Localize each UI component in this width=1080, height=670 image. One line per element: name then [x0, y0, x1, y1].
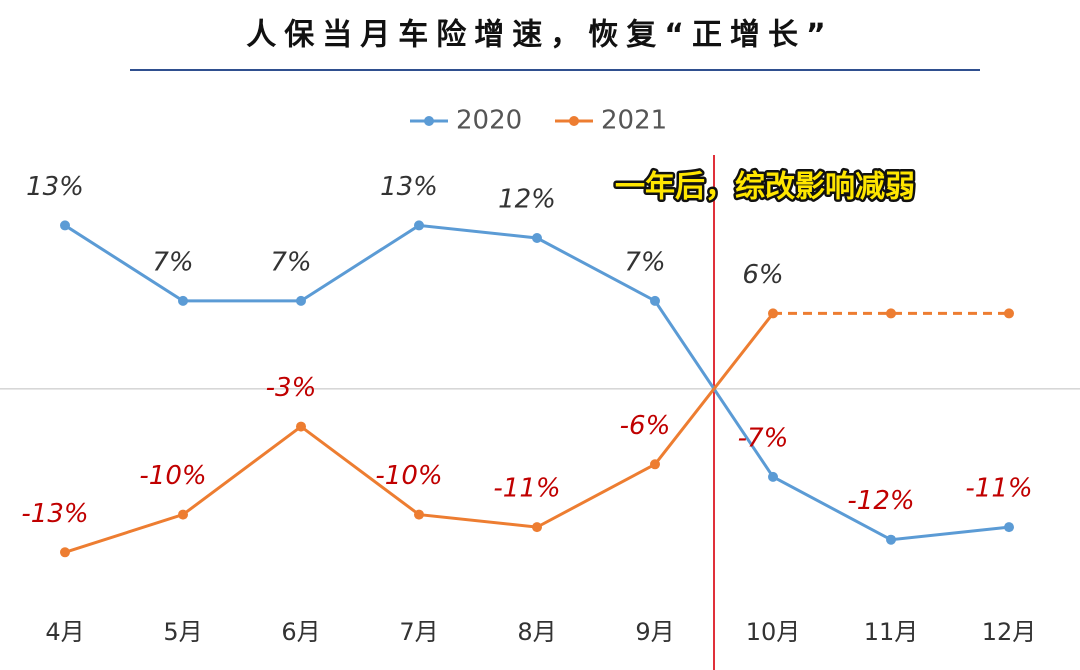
- data-point: [650, 459, 660, 470]
- data-label: -12%: [847, 486, 914, 516]
- data-label: 13%: [26, 172, 84, 202]
- x-tick-label: 9月: [635, 618, 674, 646]
- legend-label: 2021: [601, 106, 667, 136]
- annotation: 一年后，综改影响减弱: [615, 170, 915, 205]
- data-point: [532, 233, 542, 243]
- data-label: 6%: [742, 260, 783, 290]
- data-label: -13%: [21, 499, 88, 529]
- data-label: 12%: [498, 185, 556, 215]
- data-label: 7%: [270, 247, 311, 277]
- data-point: [886, 308, 896, 319]
- data-label: 7%: [152, 247, 193, 277]
- x-tick-label: 8月: [517, 618, 556, 646]
- data-point: [60, 547, 70, 558]
- data-point: [178, 509, 188, 520]
- data-point: [886, 534, 896, 545]
- data-label: -11%: [965, 474, 1032, 504]
- data-point: [296, 295, 306, 306]
- legend-marker: [569, 116, 579, 126]
- data-point: [650, 295, 660, 306]
- data-label: 13%: [380, 172, 438, 202]
- data-label: -6%: [620, 411, 671, 441]
- data-point: [60, 220, 70, 231]
- data-label: -10%: [139, 461, 206, 491]
- data-point: [414, 509, 424, 520]
- data-point: [1004, 308, 1014, 319]
- data-point: [414, 220, 424, 231]
- data-label: -10%: [375, 461, 442, 491]
- data-point: [768, 308, 778, 319]
- data-label: -11%: [493, 474, 560, 504]
- data-label: -3%: [266, 373, 317, 403]
- chart-title: 人保当月车险增速，恢复“正增长”: [246, 18, 833, 53]
- x-tick-label: 10月: [746, 618, 801, 646]
- legend-label: 2020: [456, 106, 522, 136]
- x-tick-label: 4月: [45, 618, 84, 646]
- data-label: -7%: [738, 423, 789, 453]
- data-point: [178, 295, 188, 306]
- x-tick-label: 5月: [163, 618, 202, 646]
- data-point: [768, 471, 778, 482]
- x-tick-label: 6月: [281, 618, 320, 646]
- data-label: 7%: [624, 247, 665, 277]
- data-point: [296, 421, 306, 432]
- data-point: [1004, 522, 1014, 533]
- x-tick-label: 7月: [399, 618, 438, 646]
- legend-marker: [424, 116, 434, 126]
- data-point: [532, 522, 542, 533]
- x-tick-label: 11月: [864, 618, 919, 646]
- x-tick-label: 12月: [982, 618, 1037, 646]
